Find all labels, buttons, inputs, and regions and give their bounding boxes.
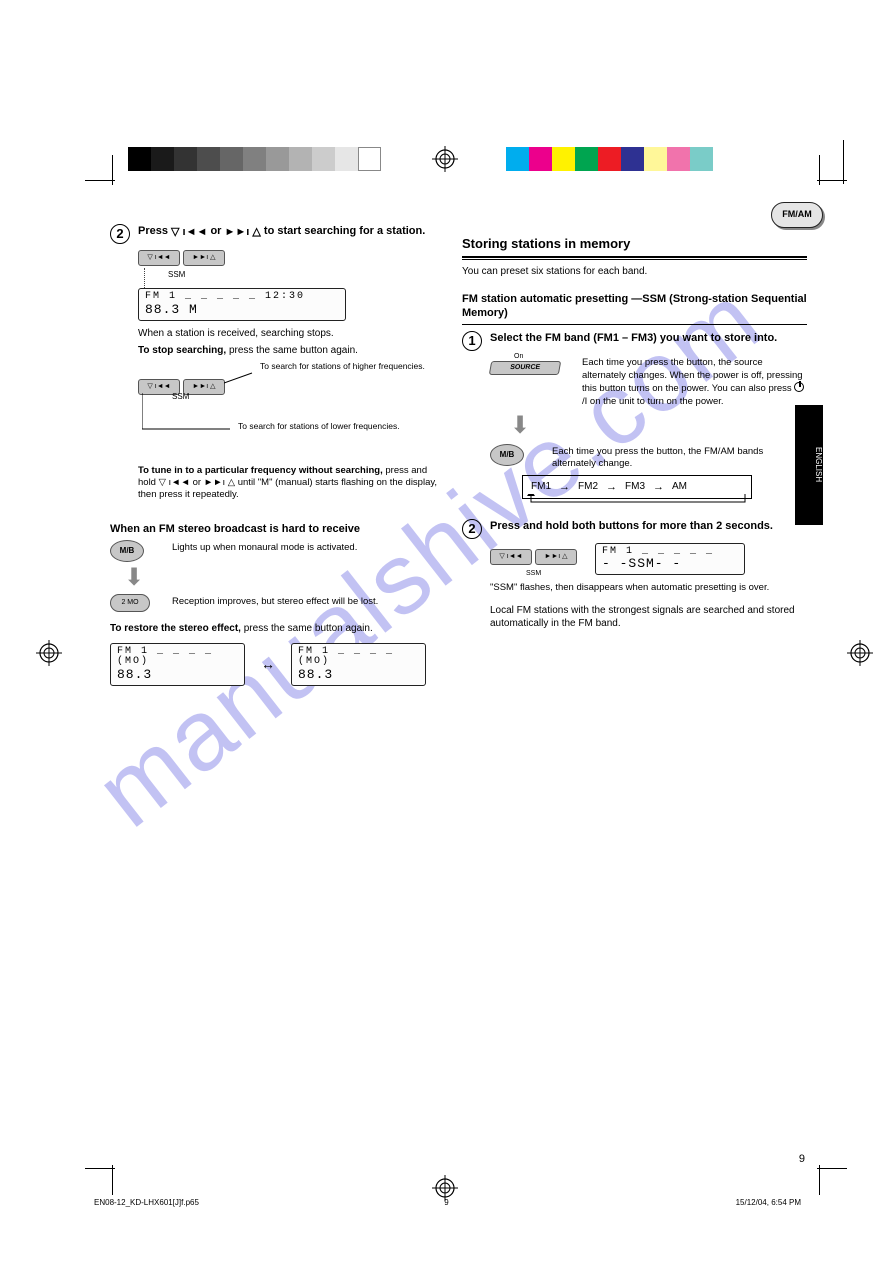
down-arrow-icon: ⬇ [510, 414, 530, 438]
lcd-line2: - -SSM- - [602, 557, 738, 571]
step-number: 2 [110, 224, 130, 244]
next-button[interactable]: ►►ı △ [183, 250, 225, 266]
text: to start searching for a station. [261, 225, 425, 237]
source-button-box: On SOURCE [490, 355, 570, 377]
manual-tune-text: To tune in to a particular frequency wit… [138, 465, 440, 502]
footer-filename: EN08-12_KD-LHX601[J]f.p65 [94, 1198, 199, 1207]
mb-note: Each time you press the button, the FM/A… [552, 446, 807, 471]
lcd-line2: 88.3 [298, 668, 419, 682]
step-head: Select the FM band (FM1 – FM3) you want … [490, 331, 807, 345]
mo-button[interactable]: 2 MO [110, 594, 150, 612]
divider [462, 324, 807, 325]
flow-item: AM [672, 480, 687, 493]
registration-mark-icon [847, 640, 873, 666]
button-pair: ▽ ı◄◄ ►►ı △ [490, 549, 577, 565]
ssm-label: SSM [526, 569, 613, 578]
annotation-down: To search for stations of lower frequenc… [238, 421, 438, 432]
content-area: FM/AM ENGLISH 2 Press ▽ ı◄◄ or ►►ı △ to … [110, 200, 823, 1143]
arrow-icon: → [606, 480, 617, 494]
crop-mark [819, 155, 820, 185]
text: press the same button again. [241, 623, 373, 634]
restore-text: To restore the stereo effect, press the … [110, 622, 440, 635]
crop-mark [843, 140, 844, 184]
lcd-line1: FM 1 _ _ _ _ (MO) [298, 647, 419, 668]
ssm-note: "SSM" flashes, then disappears when auto… [490, 582, 807, 594]
flow-item: FM3 [625, 480, 645, 493]
heading: Storing stations in memory [462, 236, 807, 253]
crop-mark [85, 180, 115, 181]
page-root: manualshive.com FM/AM ENGLISH 2 Press ▽ … [0, 0, 893, 1263]
step-2: 2 Press and hold both buttons for more t… [462, 519, 807, 539]
crop-mark [819, 1165, 820, 1195]
down-arrow-icon: ⬇ [124, 566, 144, 590]
arrow-icon: → [559, 480, 570, 494]
step-head: Press ▽ ı◄◄ or ►►ı △ to start searching … [138, 224, 440, 239]
stop-text: To stop searching, press the same button… [138, 344, 440, 357]
note-text: When a station is received, searching st… [138, 327, 440, 340]
final-text: Local FM stations with the strongest sig… [490, 604, 807, 630]
intro-text: You can preset six stations for each ban… [462, 265, 807, 278]
prev-button[interactable]: ▽ ı◄◄ [138, 250, 180, 266]
registration-mark-icon [432, 146, 458, 172]
source-note: Each time you press the button, the sour… [582, 357, 807, 407]
lcd-display: FM 1 _ _ _ _ _ 12:30 88.3 M [138, 288, 346, 320]
mb-button[interactable]: M/B [110, 540, 144, 562]
divider [462, 259, 807, 260]
lcd-display: FM 1 _ _ _ _ _ - -SSM- - [595, 543, 745, 575]
next-button[interactable]: ►►ı △ [535, 549, 577, 565]
callout-line [224, 369, 264, 389]
lcd-pair: FM 1 _ _ _ _ (MO) 88.3 ↔ FM 1 _ _ _ _ (M… [110, 643, 440, 686]
subheading: When an FM stereo broadcast is hard to r… [110, 522, 440, 536]
text: on the unit to turn on the power. [587, 396, 723, 407]
lcd-line2: 88.3 [117, 668, 238, 682]
color-bar [506, 147, 713, 171]
power-icon [794, 382, 804, 392]
mo-note: Reception improves, but stereo effect wi… [172, 596, 440, 608]
text: Each time you press the button, the sour… [582, 357, 803, 394]
lcd-line1: FM 1 _ _ _ _ (MO) [117, 647, 238, 668]
band-flow: FM1 → FM2 → FM3 → AM [522, 475, 752, 499]
callout-line [142, 393, 242, 437]
flow-item: FM1 [531, 480, 551, 493]
crop-mark [85, 1168, 115, 1169]
right-column: Storing stations in memory You can prese… [462, 200, 807, 630]
loop-arrow-icon [527, 494, 749, 506]
text: press the same button again. [226, 345, 358, 356]
lcd-display: FM 1 _ _ _ _ (MO) 88.3 [110, 643, 245, 686]
text: To restore the stereo effect, [110, 623, 241, 634]
button-pair: ▽ ı◄◄ ►►ı △ [138, 250, 440, 266]
subheading: FM station automatic presetting —SSM (St… [462, 292, 807, 321]
flow-item: FM2 [578, 480, 598, 493]
prev-button[interactable]: ▽ ı◄◄ [490, 549, 532, 565]
footer-timestamp: 15/12/04, 6:54 PM [736, 1198, 801, 1207]
lcd-display: FM 1 _ _ _ _ (MO) 88.3 [291, 643, 426, 686]
mb-note: Lights up when monaural mode is activate… [172, 542, 440, 554]
text: Press [138, 225, 171, 237]
left-column: 2 Press ▽ ı◄◄ or ►►ı △ to start searchin… [110, 200, 440, 686]
crop-mark [112, 1165, 113, 1195]
step-number: 1 [462, 331, 482, 351]
step-1: 1 Select the FM band (FM1 – FM3) you wan… [462, 331, 807, 351]
double-arrow-icon: ↔ [261, 655, 275, 673]
text: or [207, 225, 224, 237]
arrow-icon: → [653, 480, 664, 494]
divider [462, 256, 807, 258]
footer-page: 9 [444, 1198, 448, 1207]
step-head: Press and hold both buttons for more tha… [490, 519, 807, 533]
lcd-line2: 88.3 M [145, 303, 339, 317]
source-button[interactable]: SOURCE [489, 361, 561, 375]
mb-button[interactable]: M/B [490, 444, 524, 466]
grayscale-bar [128, 147, 381, 171]
page-number: 9 [799, 1153, 805, 1165]
registration-mark-icon [36, 640, 62, 666]
text: To tune in to a particular frequency wit… [138, 465, 383, 476]
step-2: 2 Press ▽ ı◄◄ or ►►ı △ to start searchin… [110, 224, 440, 244]
crop-mark [112, 155, 113, 185]
ssm-label: SSM [168, 270, 440, 280]
annotation-up: To search for stations of higher frequen… [260, 361, 440, 372]
text: To stop searching, [138, 345, 226, 356]
step-number: 2 [462, 519, 482, 539]
crop-mark [817, 1168, 847, 1169]
